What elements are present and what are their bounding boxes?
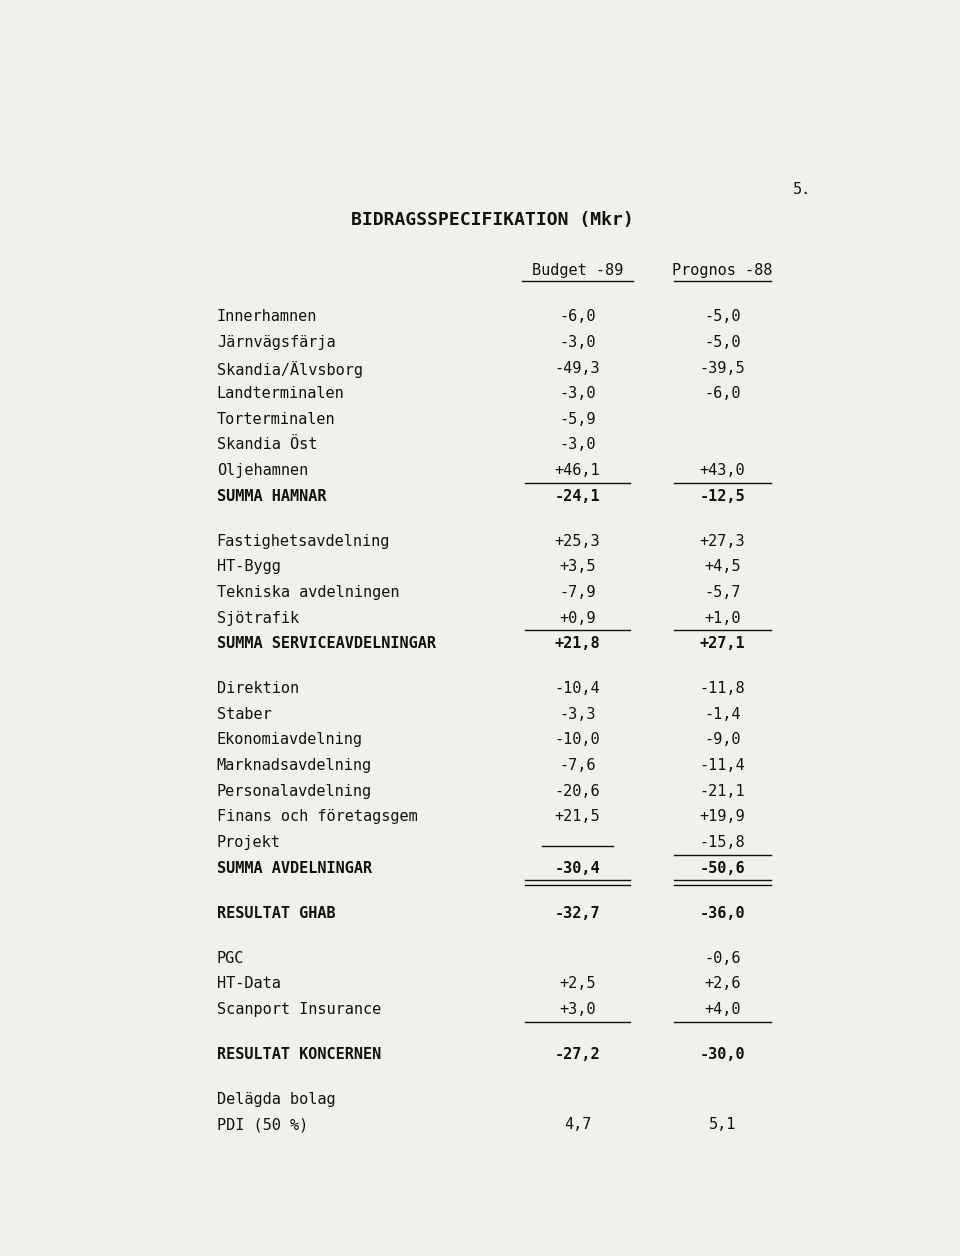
Text: -20,6: -20,6 <box>555 784 600 799</box>
Text: -32,7: -32,7 <box>555 906 600 921</box>
Text: -6,0: -6,0 <box>560 309 596 324</box>
Text: +25,3: +25,3 <box>555 534 600 549</box>
Text: -3,0: -3,0 <box>560 386 596 401</box>
Text: RESULTAT GHAB: RESULTAT GHAB <box>217 906 335 921</box>
Text: -0,6: -0,6 <box>705 951 741 966</box>
Text: Staber: Staber <box>217 707 272 722</box>
Text: Marknadsavdelning: Marknadsavdelning <box>217 759 372 774</box>
Text: Torterminalen: Torterminalen <box>217 412 335 427</box>
Text: -30,4: -30,4 <box>555 860 600 875</box>
Text: +0,9: +0,9 <box>560 610 596 625</box>
Text: -50,6: -50,6 <box>700 860 746 875</box>
Text: +1,0: +1,0 <box>705 610 741 625</box>
Text: -49,3: -49,3 <box>555 360 600 376</box>
Text: +19,9: +19,9 <box>700 809 746 824</box>
Text: Innerhamnen: Innerhamnen <box>217 309 317 324</box>
Text: Prognos -88: Prognos -88 <box>672 263 773 278</box>
Text: -3,0: -3,0 <box>560 335 596 350</box>
Text: -12,5: -12,5 <box>700 489 746 504</box>
Text: -7,6: -7,6 <box>560 759 596 774</box>
Text: Budget -89: Budget -89 <box>532 263 623 278</box>
Text: -30,0: -30,0 <box>700 1046 746 1061</box>
Text: RESULTAT KONCERNEN: RESULTAT KONCERNEN <box>217 1046 381 1061</box>
Text: +4,5: +4,5 <box>705 559 741 574</box>
Text: HT-Data: HT-Data <box>217 976 280 991</box>
Text: 5,1: 5,1 <box>708 1118 736 1133</box>
Text: Oljehamnen: Oljehamnen <box>217 463 308 479</box>
Text: -21,1: -21,1 <box>700 784 746 799</box>
Text: 4,7: 4,7 <box>564 1118 591 1133</box>
Text: Direktion: Direktion <box>217 681 299 696</box>
Text: BIDRAGSSPECIFIKATION (Mkr): BIDRAGSSPECIFIKATION (Mkr) <box>350 211 634 229</box>
Text: HT-Bygg: HT-Bygg <box>217 559 280 574</box>
Text: -15,8: -15,8 <box>700 835 746 850</box>
Text: 5.: 5. <box>793 182 811 197</box>
Text: +3,0: +3,0 <box>560 1002 596 1017</box>
Text: SUMMA HAMNAR: SUMMA HAMNAR <box>217 489 326 504</box>
Text: +3,5: +3,5 <box>560 559 596 574</box>
Text: -1,4: -1,4 <box>705 707 741 722</box>
Text: -5,9: -5,9 <box>560 412 596 427</box>
Text: -27,2: -27,2 <box>555 1046 600 1061</box>
Text: Sjötrafik: Sjötrafik <box>217 610 299 625</box>
Text: -6,0: -6,0 <box>705 386 741 401</box>
Text: +27,1: +27,1 <box>700 637 746 651</box>
Text: Skandia Öst: Skandia Öst <box>217 437 317 452</box>
Text: +43,0: +43,0 <box>700 463 746 479</box>
Text: -9,0: -9,0 <box>705 732 741 747</box>
Text: -10,0: -10,0 <box>555 732 600 747</box>
Text: -10,4: -10,4 <box>555 681 600 696</box>
Text: Finans och företagsgem: Finans och företagsgem <box>217 809 418 824</box>
Text: Skandia/Älvsborg: Skandia/Älvsborg <box>217 360 363 378</box>
Text: -24,1: -24,1 <box>555 489 600 504</box>
Text: -5,0: -5,0 <box>705 335 741 350</box>
Text: Tekniska avdelningen: Tekniska avdelningen <box>217 585 399 600</box>
Text: Delägda bolag: Delägda bolag <box>217 1091 335 1107</box>
Text: +2,5: +2,5 <box>560 976 596 991</box>
Text: SUMMA AVDELNINGAR: SUMMA AVDELNINGAR <box>217 860 372 875</box>
Text: -36,0: -36,0 <box>700 906 746 921</box>
Text: +46,1: +46,1 <box>555 463 600 479</box>
Text: SUMMA SERVICEAVDELNINGAR: SUMMA SERVICEAVDELNINGAR <box>217 637 436 651</box>
Text: -3,0: -3,0 <box>560 437 596 452</box>
Text: Ekonomiavdelning: Ekonomiavdelning <box>217 732 363 747</box>
Text: Järnvägsfärja: Järnvägsfärja <box>217 335 335 350</box>
Text: +4,0: +4,0 <box>705 1002 741 1017</box>
Text: PGC: PGC <box>217 951 244 966</box>
Text: -7,9: -7,9 <box>560 585 596 600</box>
Text: +2,6: +2,6 <box>705 976 741 991</box>
Text: -5,0: -5,0 <box>705 309 741 324</box>
Text: Personalavdelning: Personalavdelning <box>217 784 372 799</box>
Text: -11,8: -11,8 <box>700 681 746 696</box>
Text: -11,4: -11,4 <box>700 759 746 774</box>
Text: +21,5: +21,5 <box>555 809 600 824</box>
Text: Landterminalen: Landterminalen <box>217 386 345 401</box>
Text: Projekt: Projekt <box>217 835 280 850</box>
Text: Fastighetsavdelning: Fastighetsavdelning <box>217 534 390 549</box>
Text: Scanport Insurance: Scanport Insurance <box>217 1002 381 1017</box>
Text: +21,8: +21,8 <box>555 637 600 651</box>
Text: +27,3: +27,3 <box>700 534 746 549</box>
Text: -3,3: -3,3 <box>560 707 596 722</box>
Text: PDI (50 %): PDI (50 %) <box>217 1118 308 1133</box>
Text: -5,7: -5,7 <box>705 585 741 600</box>
Text: -39,5: -39,5 <box>700 360 746 376</box>
